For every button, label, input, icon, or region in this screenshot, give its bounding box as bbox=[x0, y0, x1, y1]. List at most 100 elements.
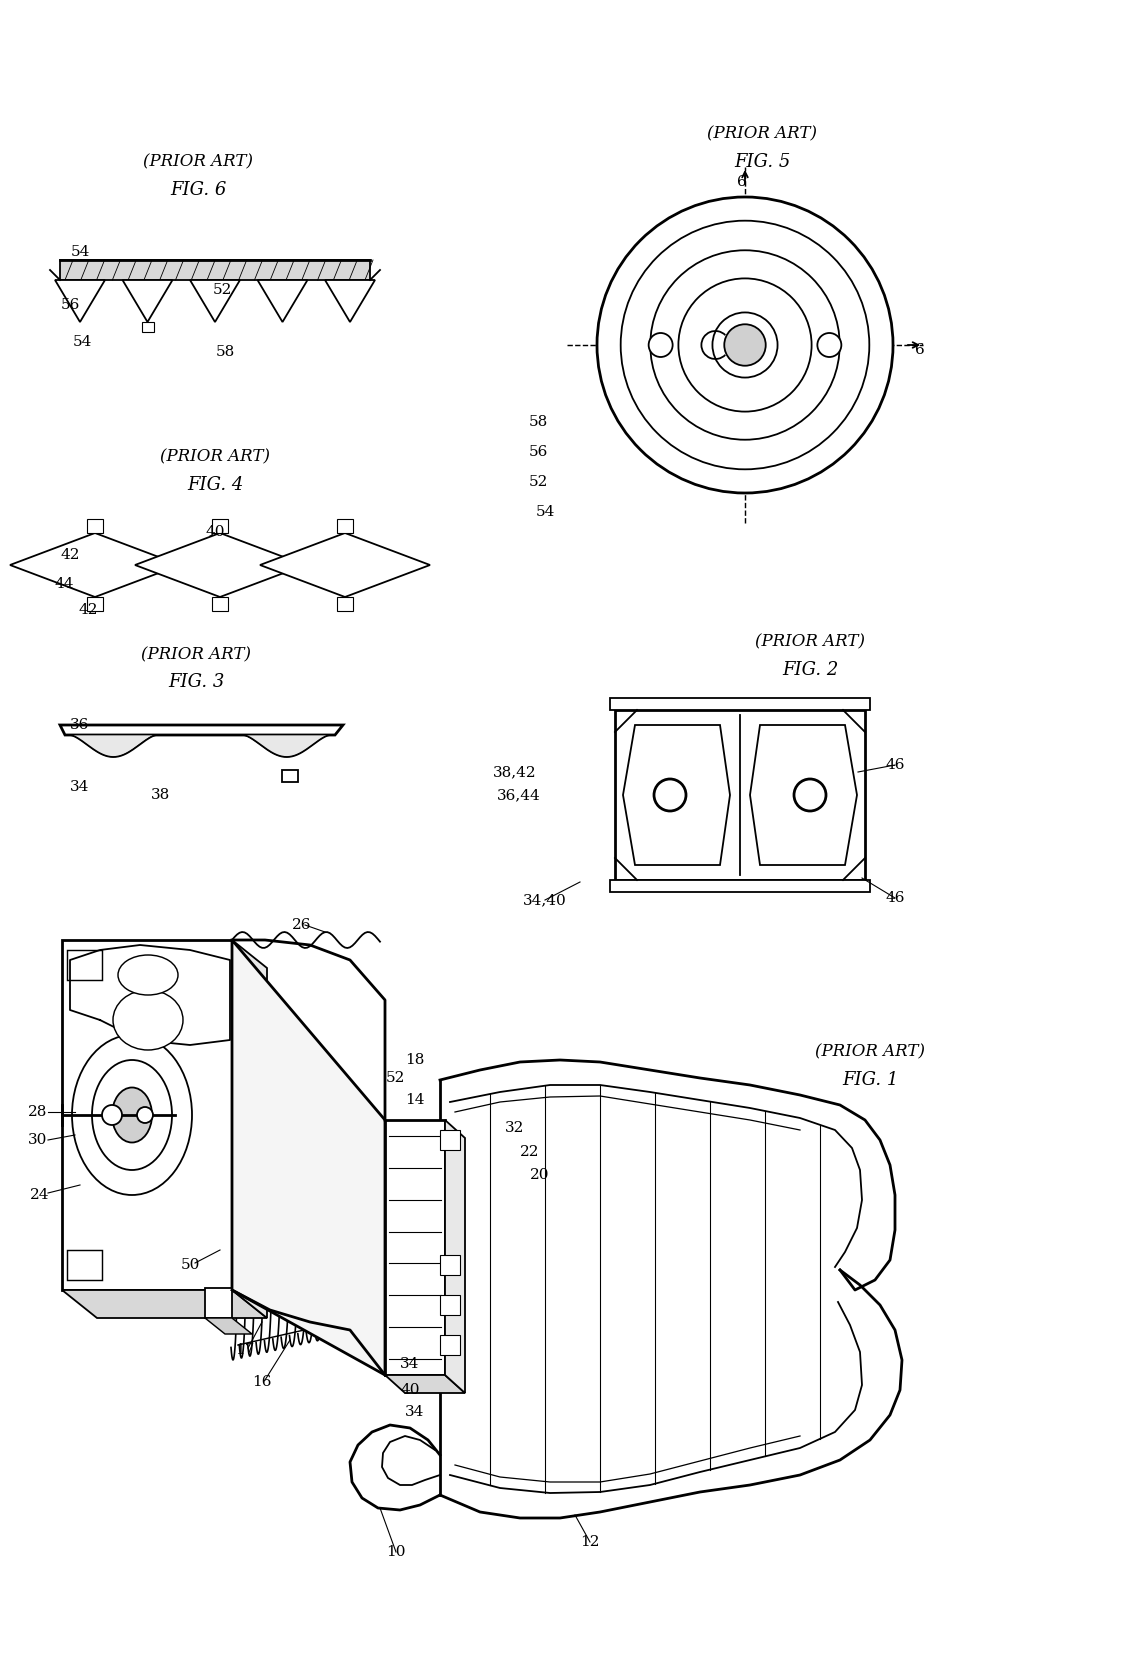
Text: 56: 56 bbox=[60, 299, 80, 312]
Polygon shape bbox=[205, 1288, 232, 1318]
Text: 26: 26 bbox=[292, 918, 311, 931]
Ellipse shape bbox=[118, 954, 178, 994]
Circle shape bbox=[136, 1107, 153, 1124]
Text: 42: 42 bbox=[60, 548, 80, 563]
Polygon shape bbox=[135, 533, 305, 598]
Text: 36: 36 bbox=[70, 719, 90, 732]
Text: FIG. 2: FIG. 2 bbox=[782, 661, 838, 679]
Ellipse shape bbox=[72, 1034, 192, 1195]
Polygon shape bbox=[67, 1250, 102, 1280]
Text: FIG. 5: FIG. 5 bbox=[734, 153, 791, 171]
Text: 52: 52 bbox=[212, 282, 231, 297]
Polygon shape bbox=[67, 950, 102, 979]
Text: 38: 38 bbox=[150, 788, 169, 802]
Text: 52: 52 bbox=[386, 1071, 405, 1086]
Polygon shape bbox=[337, 520, 353, 533]
Polygon shape bbox=[615, 710, 865, 880]
Polygon shape bbox=[62, 940, 232, 1290]
Text: (PRIOR ART): (PRIOR ART) bbox=[160, 448, 270, 465]
Text: 46: 46 bbox=[885, 891, 905, 905]
Text: 28: 28 bbox=[28, 1106, 47, 1119]
Polygon shape bbox=[232, 940, 267, 1318]
Polygon shape bbox=[243, 735, 331, 757]
Polygon shape bbox=[205, 1318, 252, 1335]
Text: 10: 10 bbox=[386, 1545, 406, 1559]
Polygon shape bbox=[257, 281, 308, 322]
Polygon shape bbox=[212, 520, 228, 533]
Text: 38,42: 38,42 bbox=[493, 765, 537, 779]
Text: 14: 14 bbox=[405, 1092, 425, 1107]
Polygon shape bbox=[282, 770, 298, 782]
Text: 46: 46 bbox=[885, 759, 905, 772]
Text: 40: 40 bbox=[205, 525, 224, 540]
Text: 22: 22 bbox=[520, 1145, 540, 1159]
Polygon shape bbox=[212, 598, 228, 611]
Polygon shape bbox=[610, 880, 870, 891]
Polygon shape bbox=[440, 1255, 460, 1275]
Circle shape bbox=[818, 334, 841, 357]
Circle shape bbox=[650, 251, 839, 440]
Polygon shape bbox=[610, 697, 870, 710]
Text: 6: 6 bbox=[915, 344, 925, 357]
Circle shape bbox=[724, 324, 766, 365]
Text: 54: 54 bbox=[536, 505, 555, 520]
Polygon shape bbox=[55, 281, 105, 322]
Polygon shape bbox=[440, 1295, 460, 1315]
Text: 16: 16 bbox=[253, 1374, 272, 1389]
Text: 42: 42 bbox=[78, 603, 98, 618]
Text: 34,40: 34,40 bbox=[523, 893, 567, 906]
Polygon shape bbox=[70, 735, 156, 757]
Ellipse shape bbox=[113, 989, 183, 1051]
Polygon shape bbox=[60, 261, 370, 281]
Polygon shape bbox=[325, 281, 374, 322]
Circle shape bbox=[649, 334, 672, 357]
Text: 12: 12 bbox=[580, 1536, 600, 1549]
Polygon shape bbox=[60, 725, 343, 735]
Text: 44: 44 bbox=[54, 578, 73, 591]
Text: (PRIOR ART): (PRIOR ART) bbox=[143, 153, 253, 171]
Polygon shape bbox=[232, 940, 385, 1374]
Circle shape bbox=[597, 198, 893, 493]
Polygon shape bbox=[440, 1335, 460, 1355]
Ellipse shape bbox=[112, 1087, 152, 1142]
Text: 40: 40 bbox=[400, 1383, 420, 1398]
Polygon shape bbox=[385, 1374, 465, 1393]
Polygon shape bbox=[10, 533, 180, 598]
Text: 30: 30 bbox=[28, 1134, 47, 1147]
Text: 6: 6 bbox=[737, 174, 747, 189]
Text: 58: 58 bbox=[528, 415, 547, 428]
Text: 36,44: 36,44 bbox=[497, 788, 540, 802]
Text: 52: 52 bbox=[528, 475, 548, 490]
Text: (PRIOR ART): (PRIOR ART) bbox=[707, 126, 817, 143]
Ellipse shape bbox=[92, 1061, 171, 1170]
Text: 34: 34 bbox=[405, 1404, 424, 1419]
Text: (PRIOR ART): (PRIOR ART) bbox=[141, 646, 252, 664]
Text: 56: 56 bbox=[528, 445, 548, 460]
Circle shape bbox=[678, 279, 812, 412]
Text: 54: 54 bbox=[72, 335, 91, 349]
Polygon shape bbox=[440, 1130, 460, 1150]
Text: 32: 32 bbox=[505, 1120, 525, 1135]
Text: FIG. 3: FIG. 3 bbox=[168, 672, 224, 691]
Text: FIG. 6: FIG. 6 bbox=[170, 181, 227, 199]
Polygon shape bbox=[623, 725, 730, 865]
Text: 58: 58 bbox=[215, 345, 235, 359]
Text: 17: 17 bbox=[236, 1343, 255, 1356]
Polygon shape bbox=[190, 281, 240, 322]
Polygon shape bbox=[141, 322, 153, 332]
Polygon shape bbox=[87, 598, 103, 611]
Text: (PRIOR ART): (PRIOR ART) bbox=[755, 634, 865, 651]
Circle shape bbox=[713, 312, 777, 377]
Text: 50: 50 bbox=[180, 1258, 200, 1272]
Circle shape bbox=[620, 221, 870, 470]
Text: 54: 54 bbox=[70, 246, 90, 259]
Polygon shape bbox=[446, 1120, 465, 1393]
Text: 20: 20 bbox=[530, 1169, 549, 1182]
Polygon shape bbox=[750, 725, 857, 865]
Text: (PRIOR ART): (PRIOR ART) bbox=[816, 1044, 925, 1061]
Text: 18: 18 bbox=[405, 1052, 424, 1067]
Polygon shape bbox=[385, 1120, 446, 1374]
Polygon shape bbox=[337, 598, 353, 611]
Circle shape bbox=[794, 779, 826, 812]
Circle shape bbox=[654, 779, 686, 812]
